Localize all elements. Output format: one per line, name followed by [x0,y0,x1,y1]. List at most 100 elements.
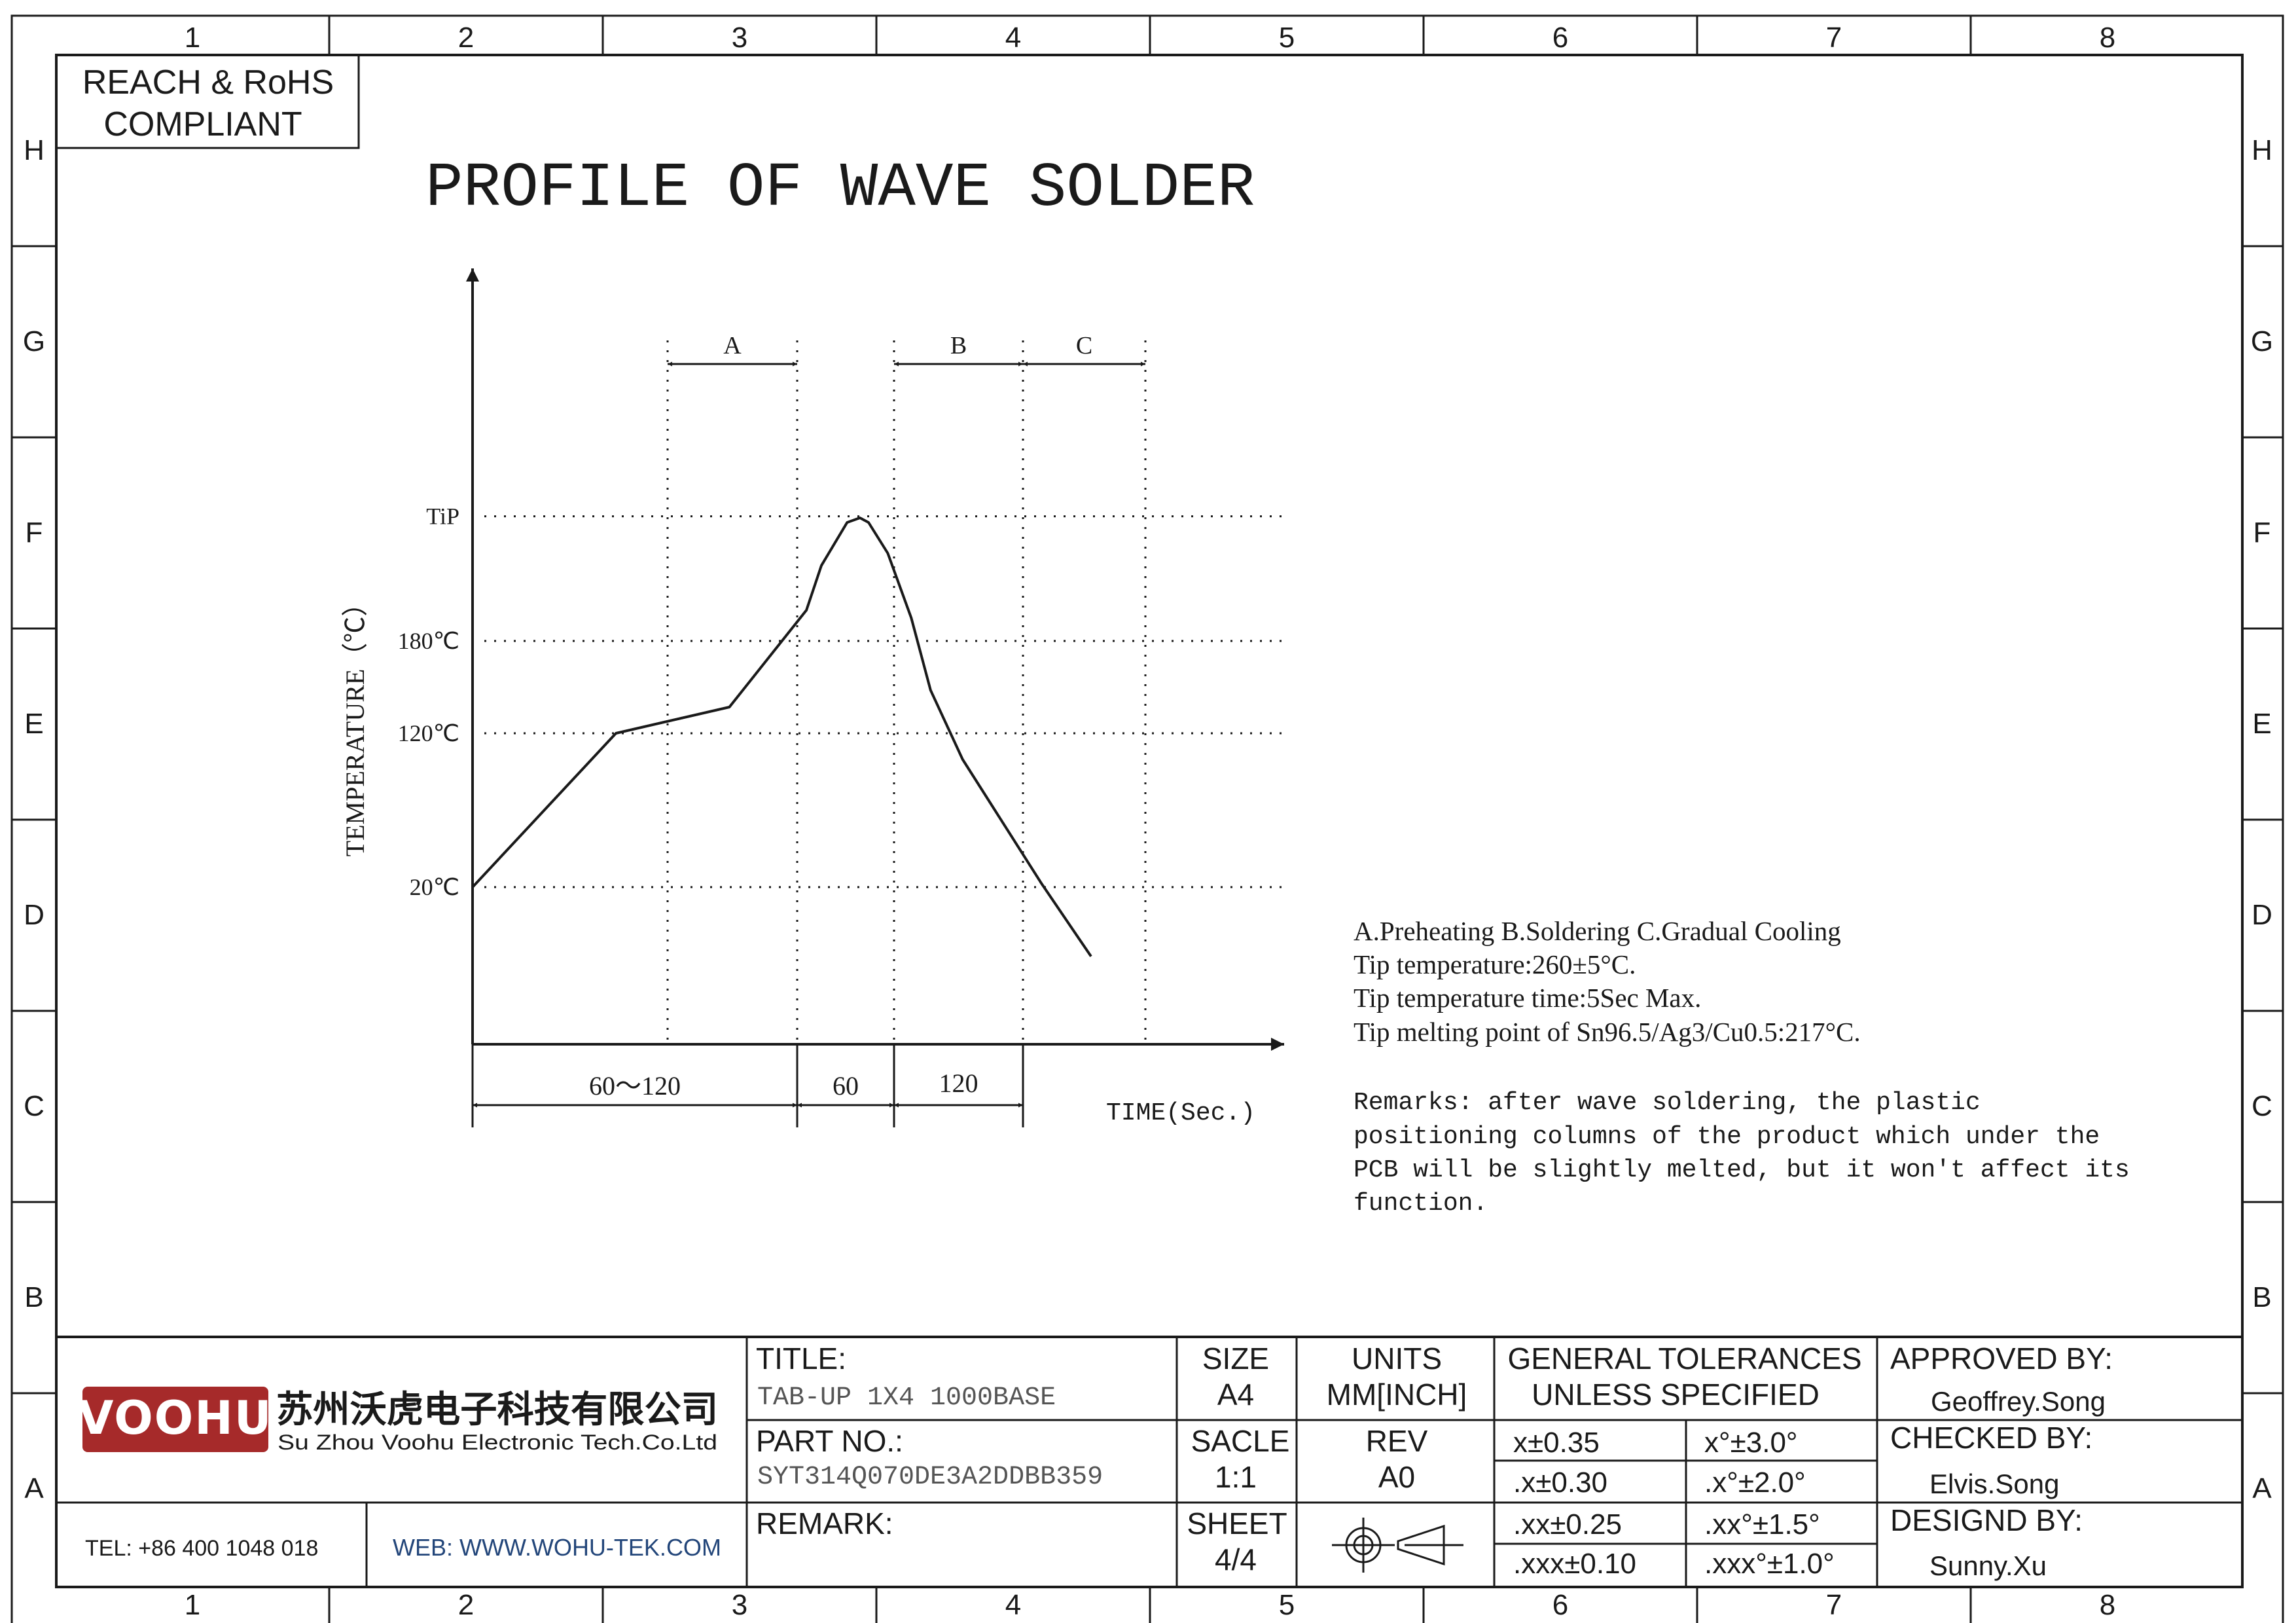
part-no-label: PART NO.: [756,1424,903,1458]
zone-row-label-left: F [26,517,43,549]
zone-row-label-right: H [2251,134,2272,166]
checked-value: Elvis.Song [1929,1468,2059,1499]
rev-value: A0 [1378,1460,1415,1494]
zone-row-label-left: H [24,134,45,166]
zone-row-label-left: D [24,899,45,931]
zone-row-label-left: C [24,1090,45,1122]
zone-row-label-right: B [2252,1281,2271,1313]
chart-gridlines [484,340,1288,1044]
logo-badge [82,1387,268,1452]
process-notes: A.Preheating B.Soldering C.Gradual Cooli… [1354,916,1861,1047]
zone-col-label-bottom: 8 [2100,1589,2115,1621]
designed-value: Sunny.Xu [1929,1550,2047,1581]
zone-row-label-left: B [24,1281,43,1313]
compliance-box: REACH & RoHS COMPLIANT [55,54,360,149]
company-name-cn: 苏州沃虎电子科技有限公司 [276,1389,718,1430]
y-axis-title: TEMPERATURE（℃） [340,591,370,857]
temperature-profile-line [471,517,1092,957]
size-value: A4 [1217,1377,1254,1412]
note-line: Tip temperature time:5Sec Max. [1354,983,1701,1013]
note-line: A.Preheating B.Soldering C.Gradual Cooli… [1354,916,1841,946]
y-tick-label: 20℃ [410,874,459,900]
tolerance-linear: .xxx±0.10 [1513,1548,1636,1580]
logo-wordmark: VOOHU [78,1391,272,1445]
zone-row-label-right: C [2251,1090,2272,1122]
scale-value: 1:1 [1215,1460,1257,1494]
zone-col-label-top: 6 [1552,22,1568,54]
zone-col-label-bottom: 3 [732,1589,747,1621]
tolerance-angular: x°±3.0° [1704,1427,1798,1459]
zone-col-label-top: 2 [458,22,474,54]
zone-row-label-left: A [24,1472,44,1504]
tolerance-linear: .x±0.30 [1513,1467,1607,1499]
tolerance-angular: .xxx°±1.0° [1704,1548,1835,1580]
remark-line: Remarks: after wave soldering, the plast… [1354,1089,1981,1117]
x-axis-title: TIME(Sec.) [1106,1099,1255,1127]
zone-col-label-bottom: 7 [1826,1589,1842,1621]
zone-col-label-bottom: 5 [1279,1589,1295,1621]
units-label: UNITS [1352,1341,1442,1376]
zone-ticks [12,16,2283,1623]
remark-line: function. [1354,1190,1488,1218]
y-tick-label: TiP [426,503,459,530]
zone-labels: 1 2 3 4 5 6 7 8 1 2 3 4 5 6 7 8 H G F E … [23,22,2273,1621]
compliance-line1: REACH & RoHS [82,64,334,101]
approved-label: APPROVED BY: [1890,1341,2113,1376]
zone-col-label-top: 5 [1279,22,1295,54]
tolerance-subtitle: UNLESS SPECIFIED [1532,1377,1820,1412]
zone-col-label-top: 7 [1826,22,1842,54]
zone-row-label-right: F [2253,517,2271,549]
tolerance-angular: .x°±2.0° [1704,1467,1806,1499]
company-tel: TEL: +86 400 1048 018 [85,1536,318,1561]
tolerance-angular: .xx°±1.5° [1704,1508,1820,1541]
rev-label: REV [1366,1424,1428,1458]
zone-col-label-top: 8 [2100,22,2115,54]
phase-label-c: C [1076,332,1092,359]
note-line: Tip melting point of Sn96.5/Ag3/Cu0.5:21… [1354,1017,1861,1047]
title-label: TITLE: [756,1341,846,1376]
compliance-line2: COMPLIANT [103,105,302,143]
sheet-label: SHEET [1187,1506,1287,1541]
zone-col-label-bottom: 2 [458,1589,474,1621]
zone-row-label-right: G [2251,325,2273,357]
company-name-en: Su Zhou Voohu Electronic Tech.Co.Ltd [278,1431,717,1454]
zone-row-label-right: D [2251,899,2272,931]
zone-col-label-top: 4 [1005,22,1021,54]
remarks-text: Remarks: after wave soldering, the plast… [1354,1089,2130,1218]
zone-col-label-bottom: 6 [1552,1589,1568,1621]
remark-line: PCB will be slightly melted, but it won'… [1354,1156,2130,1184]
remark-label: REMARK: [756,1506,893,1541]
tolerance-title: GENERAL TOLERANCES [1507,1341,1861,1376]
checked-label: CHECKED BY: [1890,1421,2092,1455]
zone-row-label-right: E [2252,708,2271,740]
tolerance-linear: .xx±0.25 [1513,1508,1622,1541]
approved-value: Geoffrey.Song [1931,1386,2106,1417]
zone-row-label-left: G [23,325,45,357]
phase-label-a: A [723,332,742,359]
time-segment-label: 120 [939,1068,978,1098]
title-block [56,1336,2242,1587]
zone-col-label-bottom: 4 [1005,1589,1021,1621]
y-tick-label: 180℃ [398,628,459,654]
sheet-value: 4/4 [1215,1542,1257,1577]
zone-row-label-left: E [24,708,43,740]
part-no-value: SYT314Q070DE3A2DDBB359 [757,1463,1103,1492]
solder-profile-chart: TiP 180℃ 120℃ 20℃ TEMPERATURE（℃） TIME(Se… [340,268,1288,1127]
scale-label: SACLE [1191,1424,1290,1458]
phase-label-b: B [950,332,967,359]
zone-col-label-bottom: 1 [185,1589,200,1621]
tolerance-linear: x±0.35 [1513,1427,1600,1459]
time-segment-label: 60 [833,1071,859,1101]
zone-row-label-right: A [2252,1472,2272,1504]
drawing-title: PROFILE OF WAVE SOLDER [425,153,1255,224]
voohu-logo: VOOHU [78,1387,272,1452]
designed-label: DESIGND BY: [1890,1503,2083,1537]
third-angle-projection-icon [1332,1518,1463,1573]
title-value: TAB-UP 1X4 1000BASE [757,1383,1056,1413]
company-web: WEB: WWW.WOHU-TEK.COM [393,1534,721,1561]
outer-border [10,14,2284,1623]
units-value: MM[INCH] [1327,1377,1467,1412]
y-tick-label: 120℃ [398,720,459,746]
time-segment-label: 60～120 [589,1071,681,1101]
